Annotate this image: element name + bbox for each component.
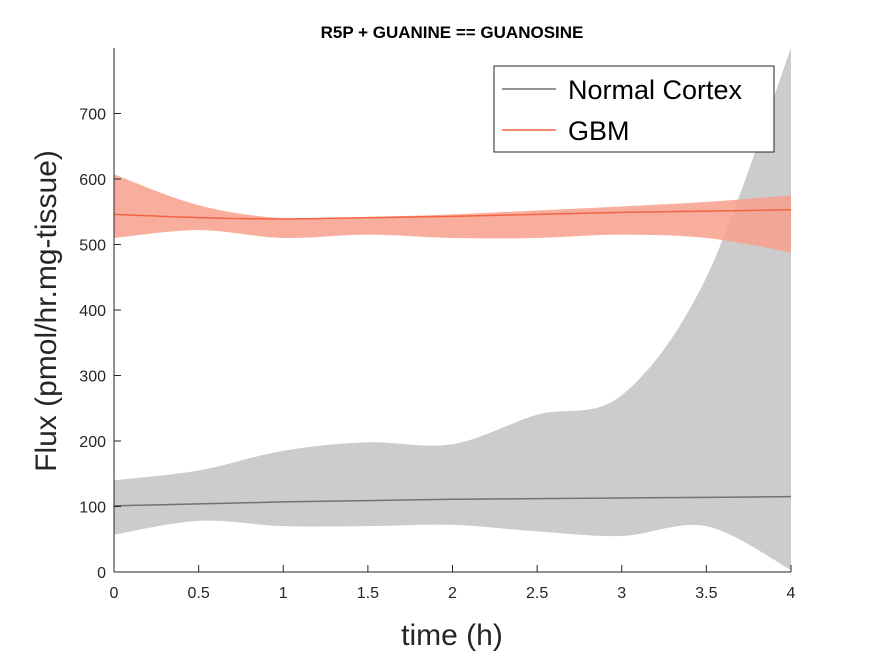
x-tick-label: 3 — [617, 585, 626, 602]
y-tick-label: 400 — [79, 303, 106, 320]
x-tick-label: 2.5 — [526, 585, 548, 602]
legend-box — [493, 65, 775, 153]
line-gbm — [113, 209, 792, 220]
x-ticks: 0 0.5 1 1.5 2 2.5 3 3.5 4 — [110, 565, 796, 602]
legend-label: GBM — [568, 116, 630, 146]
x-tick-label: 1 — [279, 585, 288, 602]
series-lines — [113, 209, 792, 507]
y-axis-label: Flux (pmol/hr.mg-tissue) — [30, 150, 63, 472]
y-ticks: 0 100 200 300 400 500 600 700 — [79, 107, 121, 582]
legend: Normal Cortex GBM — [493, 65, 775, 153]
y-tick-label: 0 — [97, 565, 106, 582]
legend-label: Normal Cortex — [568, 75, 743, 105]
line-normal-cortex — [113, 495, 792, 507]
x-tick-label: 3.5 — [695, 585, 717, 602]
x-tick-label: 0.5 — [188, 585, 210, 602]
x-tick-label: 1.5 — [357, 585, 379, 602]
x-tick-label: 4 — [787, 585, 796, 602]
y-tick-label: 300 — [79, 369, 106, 386]
y-tick-label: 600 — [79, 172, 106, 189]
y-tick-label: 500 — [79, 238, 106, 255]
chart-title: R5P + GUANINE == GUANOSINE — [321, 23, 584, 42]
x-axis-label: time (h) — [401, 619, 503, 652]
confidence-bands — [114, 48, 791, 571]
y-tick-label: 200 — [79, 434, 106, 451]
y-tick-label: 700 — [79, 107, 106, 124]
x-tick-label: 0 — [110, 585, 119, 602]
band-gbm — [114, 174, 791, 253]
y-tick-label: 100 — [79, 500, 106, 517]
x-tick-label: 2 — [448, 585, 457, 602]
band-normal-cortex — [114, 48, 791, 571]
